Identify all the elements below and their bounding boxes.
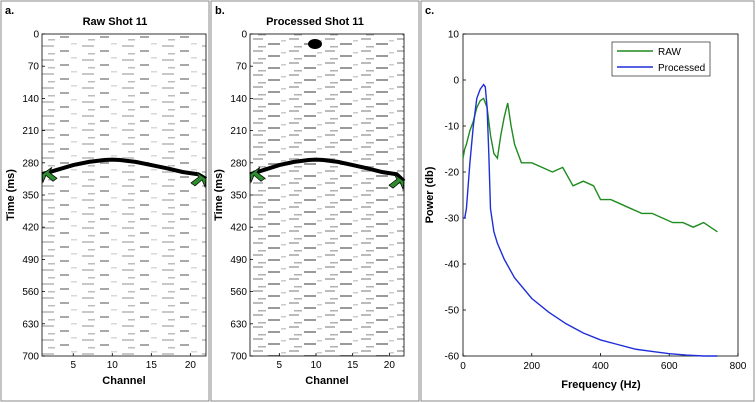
legend-processed-label: Processed bbox=[658, 63, 705, 74]
panel-c-axes-box bbox=[462, 33, 739, 357]
panel-b-seismogram bbox=[250, 34, 404, 356]
panel-c-xlabel: Frequency (Hz) bbox=[561, 379, 641, 391]
legend-raw-label: RAW bbox=[658, 47, 682, 58]
y-tick-label: 0 bbox=[453, 76, 459, 87]
y-tick-label: 10 bbox=[448, 30, 460, 41]
panel-a-ylabel: Time (ms) bbox=[5, 169, 17, 221]
panel-a: Raw Shot 11 0 70 140 210 280 350 420 490 560 630 7… bbox=[5, 16, 208, 387]
x-tick-label: 10 bbox=[310, 360, 322, 371]
right-pick-arrow bbox=[388, 173, 405, 191]
panel-b-xlabel: Channel bbox=[305, 375, 348, 387]
y-tick-label: 700 bbox=[230, 352, 247, 363]
y-tick-label: -20 bbox=[445, 168, 460, 179]
y-tick-label: 210 bbox=[230, 126, 247, 137]
x-tick-label: 10 bbox=[107, 360, 119, 371]
y-tick-label: 0 bbox=[241, 30, 247, 41]
x-tick-label: 5 bbox=[70, 360, 76, 371]
right-pick-arrow bbox=[190, 171, 207, 189]
panel-a-pick-curve bbox=[41, 157, 208, 181]
x-tick-label: 800 bbox=[730, 361, 747, 372]
panel-a-title: Raw Shot 11 bbox=[83, 16, 148, 28]
panel-c-border bbox=[420, 0, 755, 402]
y-tick-label: 420 bbox=[22, 223, 39, 234]
y-tick-label: 70 bbox=[28, 62, 40, 73]
y-tick-label: 560 bbox=[22, 287, 39, 298]
x-tick-label: 15 bbox=[146, 360, 158, 371]
panel-c-y-ticks: 10 0 -10 -20 -30 -40 -50 -60 bbox=[445, 30, 466, 363]
panel-a-xlabel: Channel bbox=[102, 375, 145, 387]
y-tick-label: 280 bbox=[230, 158, 247, 169]
panel-c: 10 0 -10 -20 -30 -40 -50 -60 0 200 400 600 800 RAW … bbox=[424, 30, 747, 392]
panel-b-ylabel: Time (ms) bbox=[213, 169, 225, 221]
y-tick-label: -40 bbox=[445, 260, 460, 271]
y-tick-label: -60 bbox=[445, 352, 460, 363]
x-tick-label: 600 bbox=[661, 361, 678, 372]
panel-b-first-break-blob bbox=[308, 39, 322, 49]
x-tick-label: 15 bbox=[347, 360, 359, 371]
panel-b: Processed Shot 11 0 70 140 210 280 350 420 490 5… bbox=[213, 16, 406, 387]
y-tick-label: 490 bbox=[22, 255, 39, 266]
panel-b-letter: b. bbox=[215, 5, 225, 17]
y-tick-label: 490 bbox=[230, 255, 247, 266]
series-raw-line bbox=[462, 97, 718, 233]
panel-c-x-ticks: 0 200 400 600 800 bbox=[460, 353, 747, 372]
panel-a-x-ticks: 5 10 15 20 bbox=[70, 353, 196, 371]
panel-b-pick-curve bbox=[249, 157, 406, 183]
left-pick-arrow bbox=[41, 167, 58, 184]
series-processed-line bbox=[463, 83, 718, 357]
panel-a-arrows bbox=[41, 167, 207, 189]
x-tick-label: 200 bbox=[523, 361, 540, 372]
y-tick-label: 280 bbox=[22, 158, 39, 169]
y-tick-label: 630 bbox=[230, 319, 247, 330]
x-tick-label: 20 bbox=[384, 360, 396, 371]
panel-a-y-ticks: 0 70 140 210 280 350 420 490 560 630 700 bbox=[22, 30, 45, 363]
y-tick-label: 700 bbox=[22, 352, 39, 363]
x-tick-label: 20 bbox=[185, 360, 197, 371]
x-tick-label: 5 bbox=[277, 360, 283, 371]
panel-a-letter: a. bbox=[5, 5, 14, 17]
legend: RAW Processed bbox=[611, 41, 711, 77]
x-tick-label: 400 bbox=[592, 361, 609, 372]
y-tick-label: 210 bbox=[22, 126, 39, 137]
panel-c-letter: c. bbox=[425, 5, 434, 17]
panel-b-y-ticks: 0 70 140 210 280 350 420 490 560 630 700 bbox=[230, 30, 253, 363]
y-tick-label: 630 bbox=[22, 319, 39, 330]
panel-b-title: Processed Shot 11 bbox=[266, 16, 364, 28]
panel-b-x-ticks: 5 10 15 20 bbox=[277, 353, 396, 371]
y-tick-label: 70 bbox=[236, 62, 248, 73]
y-tick-label: -30 bbox=[445, 214, 460, 225]
legend-box bbox=[611, 41, 711, 77]
y-tick-label: 140 bbox=[230, 94, 247, 105]
y-tick-label: 350 bbox=[22, 191, 39, 202]
y-tick-label: -50 bbox=[445, 306, 460, 317]
y-tick-label: 140 bbox=[22, 94, 39, 105]
panel-b-arrows bbox=[249, 167, 405, 191]
y-tick-label: 0 bbox=[33, 30, 39, 41]
panel-c-ylabel: Power (db) bbox=[424, 166, 436, 223]
y-tick-label: 350 bbox=[230, 191, 247, 202]
x-tick-label: 0 bbox=[460, 361, 466, 372]
y-tick-label: 420 bbox=[230, 223, 247, 234]
left-pick-arrow bbox=[249, 167, 266, 184]
y-tick-label: -10 bbox=[445, 122, 460, 133]
panel-a-seismogram bbox=[42, 34, 206, 356]
panel-b-border bbox=[210, 0, 420, 402]
y-tick-label: 560 bbox=[230, 287, 247, 298]
panel-a-border bbox=[0, 0, 210, 402]
